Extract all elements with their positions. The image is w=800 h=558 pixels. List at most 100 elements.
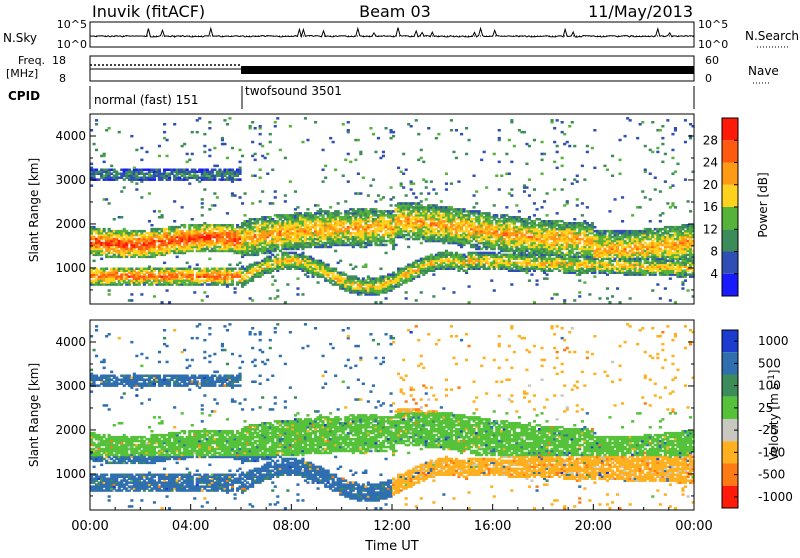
power-cell bbox=[546, 214, 549, 217]
power-cell bbox=[234, 291, 237, 294]
power-cell bbox=[188, 182, 191, 185]
noise-right-tick-bottom: 10^0 bbox=[698, 38, 728, 51]
power-cell bbox=[181, 206, 184, 209]
power-cell bbox=[274, 125, 277, 128]
power-cell bbox=[347, 121, 350, 124]
power-cell bbox=[259, 133, 262, 136]
power-cell bbox=[435, 192, 438, 195]
power-cell bbox=[95, 119, 98, 122]
power-cell bbox=[161, 214, 164, 217]
frequency-trace bbox=[90, 65, 694, 74]
power-cell bbox=[158, 155, 161, 158]
power-cell bbox=[251, 141, 254, 144]
power-cell bbox=[473, 194, 476, 197]
power-cell bbox=[473, 175, 476, 178]
power-cell bbox=[415, 299, 418, 302]
power-cell bbox=[158, 145, 161, 148]
power-cell bbox=[314, 121, 317, 124]
power-cell bbox=[274, 121, 277, 124]
power-cell bbox=[563, 299, 566, 302]
power-cell bbox=[289, 180, 292, 183]
power-cell bbox=[530, 273, 533, 276]
power-cell bbox=[402, 186, 405, 189]
power-cell bbox=[485, 186, 488, 189]
power-cell bbox=[452, 291, 455, 294]
power-cell bbox=[223, 119, 226, 122]
power-cell bbox=[176, 256, 179, 259]
power-cell bbox=[120, 190, 123, 193]
power-cell bbox=[239, 161, 242, 164]
power-cell bbox=[425, 198, 428, 201]
power-cell bbox=[271, 202, 274, 205]
power-cell bbox=[296, 206, 299, 209]
power-cell bbox=[533, 188, 536, 191]
power-cell bbox=[208, 208, 211, 211]
power-cell bbox=[259, 169, 262, 172]
power-cell bbox=[226, 212, 229, 215]
power-cell bbox=[536, 283, 539, 286]
power-cell bbox=[103, 161, 106, 164]
power-cell bbox=[228, 264, 231, 267]
power-cell bbox=[266, 173, 269, 176]
power-cell bbox=[465, 127, 468, 130]
power-cell bbox=[301, 141, 304, 144]
power-cell bbox=[276, 117, 279, 120]
power-cell bbox=[395, 244, 398, 247]
power-cell bbox=[306, 208, 309, 211]
power-cell bbox=[231, 147, 234, 150]
power-cell bbox=[510, 188, 513, 191]
power-cell bbox=[427, 127, 430, 130]
power-cell bbox=[284, 301, 287, 304]
nave-tick-top: 60 bbox=[705, 54, 719, 67]
power-cell bbox=[420, 291, 423, 294]
power-cell bbox=[228, 117, 231, 120]
power-cell bbox=[201, 206, 204, 209]
power-cell bbox=[135, 188, 138, 191]
power-cell bbox=[337, 202, 340, 205]
power-cell bbox=[541, 141, 544, 144]
cpid-label: CPID bbox=[8, 89, 40, 103]
power-cell bbox=[163, 131, 166, 134]
power-cell bbox=[493, 153, 496, 156]
power-cell bbox=[140, 293, 143, 296]
power-cell bbox=[108, 127, 111, 130]
power-cell bbox=[130, 299, 133, 302]
power-cell bbox=[523, 131, 526, 134]
power-cell bbox=[495, 214, 498, 217]
power-cell bbox=[357, 173, 360, 176]
power-cell bbox=[344, 200, 347, 203]
power-cell bbox=[274, 196, 277, 199]
power-cell bbox=[349, 264, 352, 267]
power-cell bbox=[231, 224, 234, 227]
power-cell bbox=[93, 260, 96, 263]
power-cell bbox=[528, 194, 531, 197]
noise-panel-frame bbox=[90, 22, 694, 47]
power-cell bbox=[556, 293, 559, 296]
power-cell bbox=[379, 268, 382, 271]
noise-right-tick-top: 10^5 bbox=[698, 18, 728, 31]
power-cell bbox=[455, 157, 458, 160]
power-cell bbox=[392, 196, 395, 199]
power-cell bbox=[541, 159, 544, 162]
power-cell bbox=[304, 117, 307, 120]
power-cell bbox=[405, 297, 408, 300]
power-cell bbox=[221, 137, 224, 140]
power-cell bbox=[347, 153, 350, 156]
power-cell bbox=[274, 279, 277, 282]
power-cell bbox=[347, 180, 350, 183]
power-cell bbox=[271, 283, 274, 286]
power-cell bbox=[495, 175, 498, 178]
power-cell bbox=[254, 175, 257, 178]
power-cell bbox=[518, 210, 521, 213]
power-cell bbox=[322, 169, 325, 172]
power-cell bbox=[374, 301, 377, 304]
power-cell bbox=[450, 119, 453, 122]
power-cell bbox=[392, 131, 395, 134]
power-cell bbox=[249, 125, 252, 128]
power-cell bbox=[457, 180, 460, 183]
power-cell bbox=[234, 268, 237, 271]
power-cell bbox=[158, 169, 161, 172]
power-cell bbox=[166, 139, 169, 142]
power-cell bbox=[241, 202, 244, 205]
power-cell bbox=[450, 182, 453, 185]
